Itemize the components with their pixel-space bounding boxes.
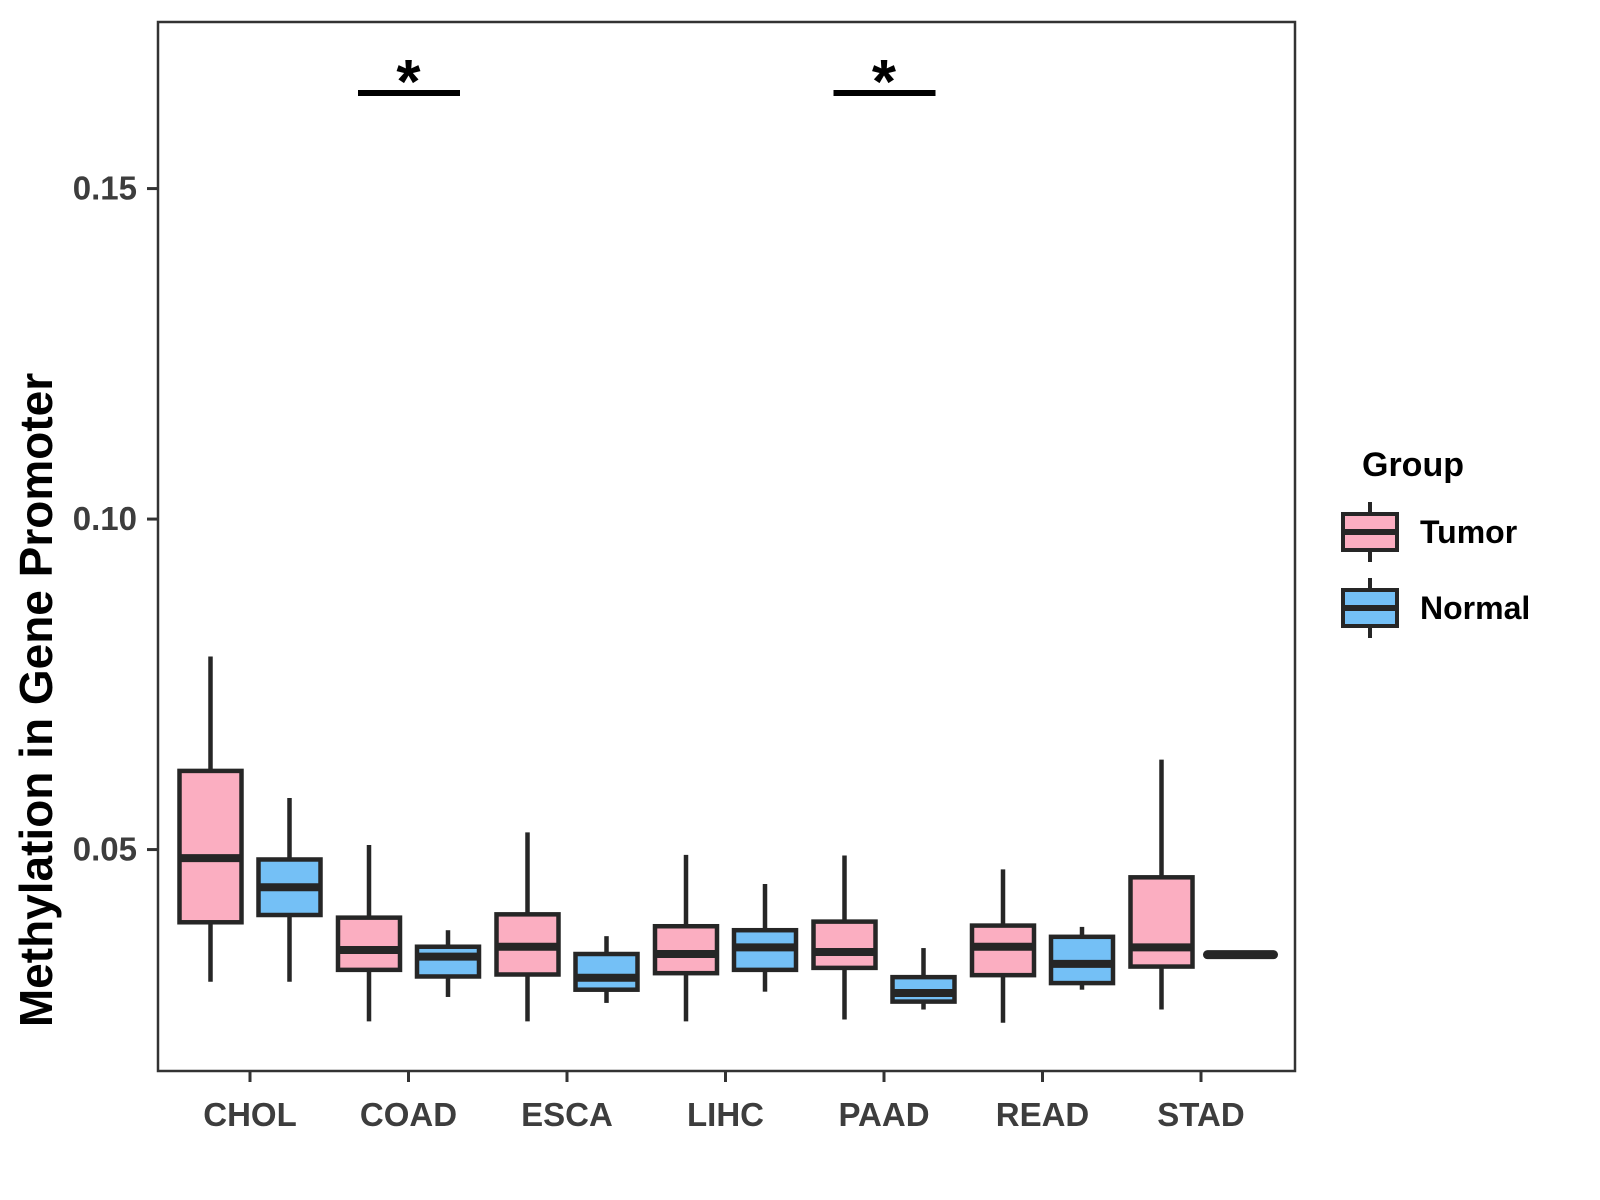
boxplot-stad-tumor xyxy=(1128,759,1195,1010)
legend-item-tumor: Tumor xyxy=(1340,499,1530,565)
x-tick-label-stad: STAD xyxy=(1157,1096,1244,1133)
boxplot-read-tumor xyxy=(969,869,1037,1023)
significance-asterisk-paad: * xyxy=(872,48,897,117)
boxplot-read-normal xyxy=(1048,926,1116,990)
boxplot-esca-normal xyxy=(573,936,640,1003)
legend-label-normal: Normal xyxy=(1420,589,1531,626)
x-tick-label-esca: ESCA xyxy=(521,1096,613,1133)
y-axis-title: Methylation in Gene Promoter xyxy=(10,372,62,1028)
y-tick-label: 0.15 xyxy=(73,170,137,207)
legend: Group Tumor Normal xyxy=(1340,446,1530,651)
boxplot-esca-tumor xyxy=(494,832,561,1022)
x-tick-label-lihc: LIHC xyxy=(687,1096,764,1133)
legend-label-tumor: Tumor xyxy=(1420,513,1518,550)
x-tick-label-read: READ xyxy=(996,1096,1090,1133)
boxplot-lihc-normal xyxy=(731,883,799,992)
y-tick-label: 0.05 xyxy=(73,831,137,868)
legend-title: Group xyxy=(1362,446,1464,484)
boxplot-paad-tumor xyxy=(811,855,878,1020)
boxplot-coad-normal xyxy=(414,930,482,997)
x-tick-label-paad: PAAD xyxy=(838,1096,929,1133)
boxplot-chol-tumor xyxy=(177,656,244,982)
normal-boxplot-key-icon xyxy=(1341,578,1399,638)
boxplot-coad-tumor xyxy=(335,844,403,1022)
boxplot-lihc-tumor xyxy=(652,854,720,1022)
tumor-boxplot-key-icon xyxy=(1341,502,1399,562)
y-tick-label: 0.10 xyxy=(73,500,137,537)
boxplot-paad-normal xyxy=(890,948,957,1010)
legend-item-normal: Normal xyxy=(1340,575,1530,641)
x-tick-label-coad: COAD xyxy=(360,1096,457,1133)
x-tick-label-chol: CHOL xyxy=(203,1096,297,1133)
plot-panel-border xyxy=(156,20,1297,1073)
significance-asterisk-coad: * xyxy=(396,48,421,117)
boxplot-chol-normal xyxy=(256,798,323,982)
